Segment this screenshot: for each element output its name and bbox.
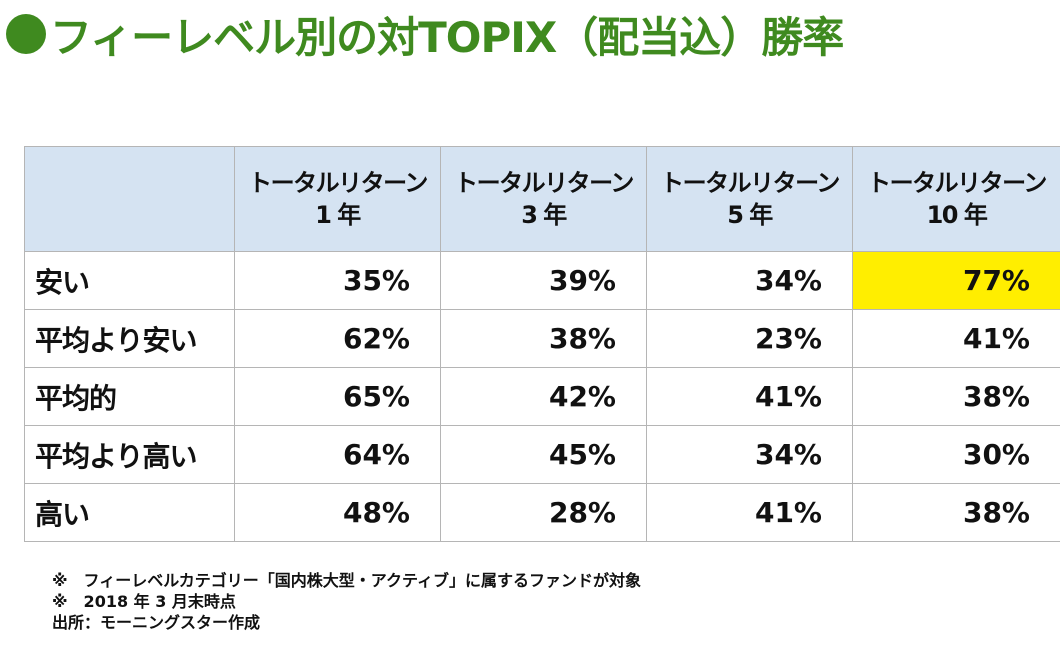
table-cell: 39% [440,251,647,310]
row-label: 平均より高い [24,425,235,484]
table-cell: 38% [852,367,1060,426]
page-title-text: フィーレベル別の対TOPIX（配当込）勝率 [50,12,844,62]
column-header-line2: 5 年 [727,201,773,229]
table-cell: 38% [440,309,647,368]
column-header: トータルリターン 5 年 [646,146,853,252]
header-row: トータルリターン 1 年 トータルリターン 3 年 トータルリターン 5 年 ト… [24,146,1060,252]
column-header-line2: 3 年 [521,201,567,229]
table-cell: 42% [440,367,647,426]
table-row: 平均より高い 64% 45% 34% 30% [24,425,1060,484]
bullet-circle-icon [6,14,46,54]
column-header-line1: トータルリターン [867,169,1047,197]
table-cell: 34% [646,251,853,310]
footnotes: ※ フィーレベルカテゴリー「国内株大型・アクティブ」に属するファンドが対象 ※ … [52,570,641,633]
table-cell: 34% [646,425,853,484]
column-header-line2: 1 年 [315,201,361,229]
table-cell: 45% [440,425,647,484]
column-header-line1: トータルリターン [248,169,428,197]
table-cell: 48% [234,483,441,542]
row-label: 高い [24,483,235,542]
table-cell: 23% [646,309,853,368]
table-row: 平均的 65% 42% 41% 38% [24,367,1060,426]
column-header-line1: トータルリターン [454,169,634,197]
highlighted-cell: 77% [852,251,1060,310]
row-label: 安い [24,251,235,310]
column-header-line2: 10 年 [926,201,988,229]
row-label: 平均的 [24,367,235,426]
column-header-line1: トータルリターン [660,169,840,197]
table-cell: 65% [234,367,441,426]
footnote-date: ※ 2018 年 3 月末時点 [52,592,236,611]
table-cell: 28% [440,483,647,542]
table-cell: 64% [234,425,441,484]
table-row: 平均より安い 62% 38% 23% 41% [24,309,1060,368]
column-header: トータルリターン 10 年 [852,146,1060,252]
footnote-source: 出所：モーニングスター作成 [52,613,261,632]
table-cell: 41% [852,309,1060,368]
table-cell: 38% [852,483,1060,542]
table-cell: 30% [852,425,1060,484]
table-cell: 62% [234,309,441,368]
table-row: 高い 48% 28% 41% 38% [24,483,1060,542]
table-cell: 41% [646,483,853,542]
page-title: フィーレベル別の対TOPIX（配当込）勝率 [6,4,844,64]
win-rate-table: トータルリターン 1 年 トータルリターン 3 年 トータルリターン 5 年 ト… [24,146,1060,542]
table-cell: 41% [646,367,853,426]
header-corner-cell [24,146,235,252]
table-row: 安い 35% 39% 34% 77% [24,251,1060,310]
column-header: トータルリターン 3 年 [440,146,647,252]
table-cell: 35% [234,251,441,310]
footnote-target: ※ フィーレベルカテゴリー「国内株大型・アクティブ」に属するファンドが対象 [52,571,641,590]
row-label: 平均より安い [24,309,235,368]
column-header: トータルリターン 1 年 [234,146,441,252]
